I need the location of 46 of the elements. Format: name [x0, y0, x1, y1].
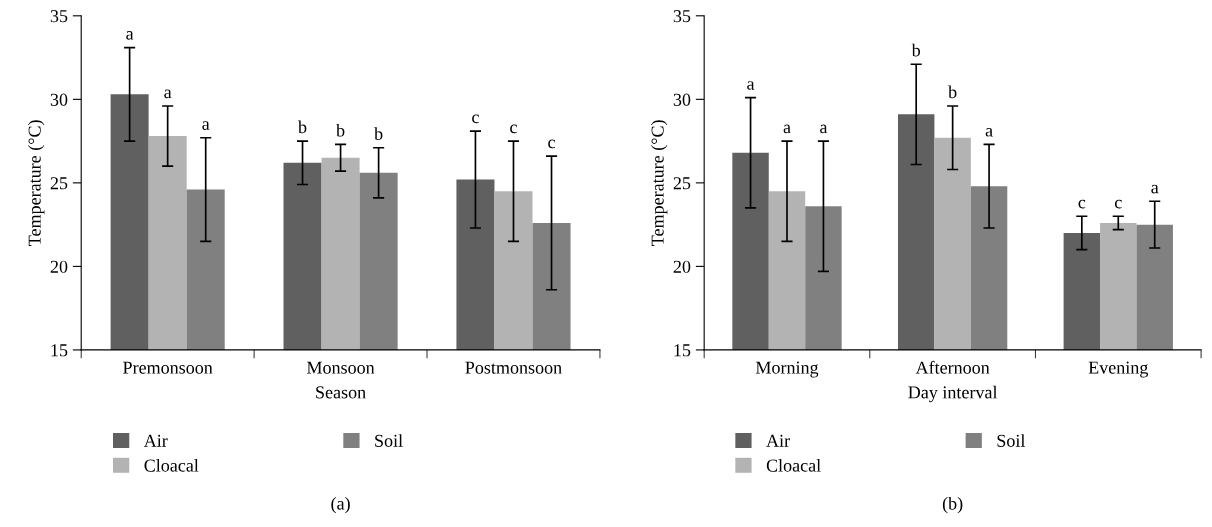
x-tick-label: Monsoon: [306, 361, 375, 374]
annotation: c: [1078, 199, 1086, 209]
legend-label: Cloacal: [766, 458, 821, 472]
annotation: a: [202, 121, 210, 130]
annotation: a: [985, 127, 993, 137]
y-tick-label: 30: [50, 93, 68, 106]
y-tick-label: 20: [673, 260, 691, 273]
x-axis-title: Day interval: [908, 385, 998, 403]
y-tick-label: 15: [51, 344, 68, 357]
y-tick-label: 25: [673, 177, 691, 190]
annotation: b: [336, 123, 345, 137]
text: (a): [331, 496, 350, 514]
legend-label: Soil: [997, 434, 1026, 447]
annotation: a: [820, 124, 828, 134]
text: (b): [942, 496, 963, 514]
annotation: c: [472, 114, 479, 124]
x-axis-title: Season: [316, 386, 366, 399]
annotation: a: [1151, 184, 1159, 194]
y-tick-label: 35: [50, 10, 68, 23]
y-axis-title: Temperature (°C): [28, 120, 45, 246]
annotation: b: [911, 43, 921, 57]
x-tick-label: Postmonsoon: [465, 361, 562, 374]
y-tick-label: 35: [673, 10, 691, 23]
x-tick-label: Evening: [1088, 361, 1149, 378]
y-tick-label: 20: [50, 260, 68, 273]
annotation: c: [510, 124, 517, 134]
legend-label: Air: [766, 434, 790, 447]
annotation: a: [164, 89, 172, 99]
y-tick-label: 15: [674, 344, 691, 357]
annotation: b: [298, 120, 307, 134]
legend-label: Cloacal: [144, 458, 199, 472]
x-tick-label: Premonsoon: [123, 361, 213, 374]
annotation: a: [126, 31, 134, 40]
annotation: b: [374, 127, 383, 140]
x-tick-label: Morning: [755, 361, 819, 378]
y-axis-title: Temperature (°C): [650, 120, 668, 246]
annotation: b: [948, 85, 957, 99]
annotation: c: [548, 139, 555, 149]
annotation: c: [1114, 199, 1122, 209]
y-tick-label: 25: [50, 177, 68, 190]
annotation: a: [783, 124, 791, 134]
x-tick-label: Afternoon: [915, 360, 990, 374]
annotation: a: [747, 81, 755, 90]
y-tick-label: 30: [673, 93, 691, 106]
legend-label: Air: [143, 434, 168, 447]
legend-label: Soil: [375, 434, 403, 447]
